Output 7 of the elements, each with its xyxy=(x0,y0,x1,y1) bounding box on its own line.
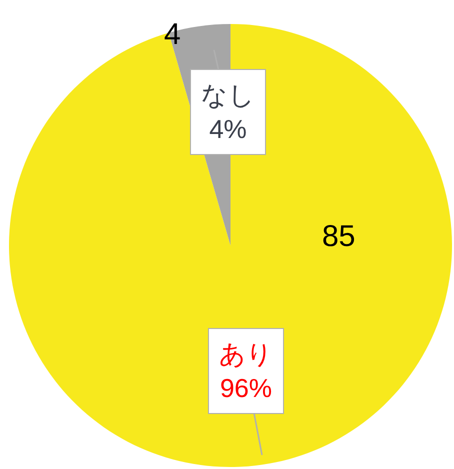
slice-label: なし xyxy=(201,80,255,110)
slice-label: あり xyxy=(219,339,273,369)
pie-slice xyxy=(9,24,452,467)
data-label: 85 xyxy=(322,220,356,253)
text: 4% xyxy=(209,114,247,144)
text: 96% xyxy=(220,372,272,403)
data-label: 4 xyxy=(164,18,181,51)
